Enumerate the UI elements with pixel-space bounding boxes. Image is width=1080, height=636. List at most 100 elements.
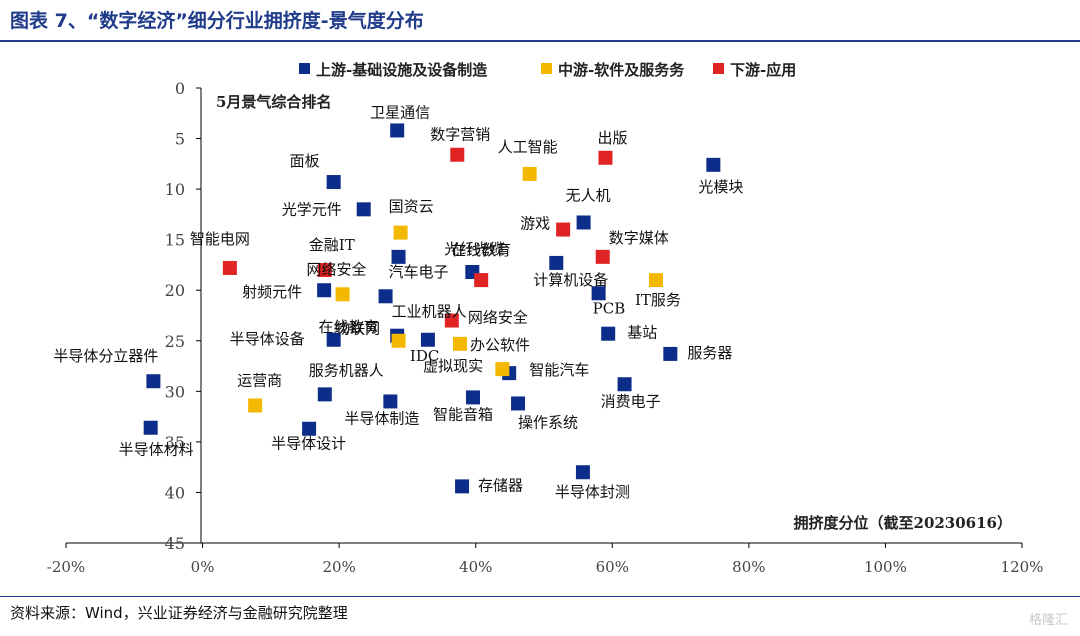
x-tick-label: -20% [47,558,85,576]
scatter-point [706,157,721,172]
scatter-point [326,332,341,347]
x-tick-label: 20% [322,558,355,576]
point-label: 存储器 [478,476,523,494]
y-tick-label: 10 [165,180,185,199]
point-label: 半导体分立器件 [53,347,158,365]
scatter-point [549,255,564,270]
scatter-point [378,289,393,304]
scatter-point [474,273,489,288]
source-note: 资料来源：Wind，兴业证券经济与金融研究院整理 [10,604,348,622]
scatter-chart: -20% 0% 20% 40% 60% 80% 100% 120% 0 5 10 15 20 25 30 35… [47,61,1044,576]
scatter-point [453,336,468,351]
scatter-point [575,465,590,480]
x-tick-label: 60% [596,558,629,576]
legend-label: 下游-应用 [730,61,796,79]
scatter-point [576,215,591,230]
footer-divider [0,596,1080,597]
point-label: 智能音箱 [433,405,493,423]
title-divider [0,40,1080,42]
chart-points [143,123,721,494]
scatter-point [444,313,459,328]
point-label: 出版 [597,129,627,147]
y-tick-label: 35 [165,433,185,452]
scatter-point [450,147,465,162]
scatter-point [465,390,480,405]
point-label: 工业机器人 [392,302,467,320]
point-label: 计算机设备 [533,271,608,289]
point-label: 数字营销 [430,126,490,144]
y-tick-label: 45 [165,534,185,553]
scatter-point [455,479,470,494]
y-tick-label: 40 [165,483,185,502]
legend-label: 上游-基础设施及设备制造 [316,61,487,79]
point-label: IDC [410,347,439,365]
point-label: 半导体设计 [271,435,346,453]
scatter-point [222,260,237,275]
scatter-point [511,396,526,411]
point-label: 服务器 [687,344,732,362]
scatter-point [648,273,663,288]
legend-swatch [299,63,310,74]
point-label: 半导体设备 [230,330,305,348]
point-label: PCB [593,299,626,317]
legend-swatch [541,63,552,74]
point-label: 服务机器人 [309,361,384,379]
scatter-point [601,326,616,341]
y-axis-title: 5月景气综合排名 [216,93,331,111]
scatter-point [317,387,332,402]
scatter-point [595,249,610,264]
x-tick-label: 100% [864,558,907,576]
point-label: 面板 [290,152,320,170]
x-tick-label: 0% [191,558,215,576]
scatter-point [390,123,405,138]
y-tick-label: 20 [165,281,185,300]
point-label: 卫星通信 [370,103,430,121]
point-label: 国资云 [389,198,434,216]
point-label: 半导体封测 [555,483,630,501]
point-label: 办公软件 [470,336,530,354]
point-label: 操作系统 [518,413,578,431]
point-label: 智能汽车 [529,361,589,379]
point-label: 在线教育 [319,318,379,336]
y-tick-label: 15 [165,231,185,250]
point-label: 网络安全 [468,309,528,327]
scatter-point [302,421,317,436]
point-label: 物联网 [335,320,380,338]
watermark-logo: 格隆汇 [1028,613,1068,628]
scatter-point [356,202,371,217]
point-label: 汽车电子 [389,263,449,281]
scatter-point [317,263,332,277]
legend-swatch [713,63,724,74]
scatter-point [383,394,398,409]
point-label: 基站 [627,324,657,342]
point-label: 半导体制造 [344,409,419,427]
scatter-point [391,249,406,264]
point-label: 光学元件 [282,200,342,218]
scatter-point [598,150,613,165]
chart-axes: -20% 0% 20% 40% 60% 80% 100% 120% 0 5 10 15 20 25 30 35… [47,79,1044,576]
scatter-point [495,362,510,377]
point-label: 游戏 [520,215,550,233]
chart-title: 图表 7、“数字经济”细分行业拥挤度-景气度分布 [10,10,424,32]
point-label: 射频元件 [242,283,302,301]
y-tick-label: 25 [165,332,185,351]
x-tick-label: 40% [459,558,492,576]
scatter-point [391,333,406,348]
y-tick-label: 5 [175,130,185,149]
point-label: 半导体材料 [119,441,194,459]
point-label: 金融IT [309,236,355,254]
point-label: 数字媒体 [609,229,669,247]
scatter-point [248,398,263,413]
x-tick-label: 120% [1001,558,1044,576]
x-axis-title: 拥挤度分位（截至20230616） [794,514,1013,532]
chart-legend: 上游-基础设施及设备制造 中游-软件及服务务 下游-应用 [299,61,796,79]
point-label: 网络安全 [307,260,367,278]
point-label: IT服务 [635,291,681,309]
scatter-point [143,420,158,435]
point-label: 智能电网 [190,230,250,248]
scatter-point [420,332,435,347]
scatter-point [591,286,606,301]
x-tick-label: 80% [732,558,765,576]
scatter-point [393,225,408,240]
